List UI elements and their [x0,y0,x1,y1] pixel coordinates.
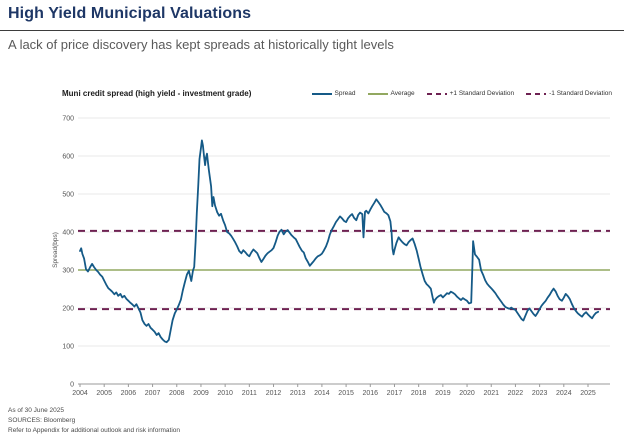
chart-legend: Spread Average +1 Standard Deviation -1 … [311,90,612,97]
page-subtitle: A lack of price discovery has kept sprea… [8,37,394,52]
footnotes: As of 30 June 2025 SOURCES: Bloomberg Re… [8,406,180,436]
minus-1-std-dev-swatch-icon [526,92,547,95]
svg-text:100: 100 [62,344,74,351]
legend-item-spread: Spread [311,90,356,97]
chart-title: Muni credit spread (high yield - investm… [62,89,252,98]
svg-text:300: 300 [62,268,74,275]
svg-text:2023: 2023 [532,390,548,397]
svg-text:2016: 2016 [362,390,378,397]
svg-text:2008: 2008 [169,390,185,397]
svg-text:2022: 2022 [508,390,524,397]
svg-text:0: 0 [70,382,74,389]
legend-label-spread: Spread [334,90,356,97]
legend-item-minus-1-std-dev: -1 Standard Deviation [526,90,612,97]
svg-text:2018: 2018 [411,390,427,397]
spread-line-swatch-icon [311,92,332,95]
legend-item-average: Average [367,90,415,97]
svg-text:2015: 2015 [338,390,354,397]
svg-text:200: 200 [62,306,74,313]
legend-label-plus-1-std-dev: +1 Standard Deviation [449,90,515,97]
average-line-swatch-icon [367,92,388,95]
title-divider [0,30,624,31]
svg-text:Spread(bps): Spread(bps) [52,232,59,268]
svg-text:2011: 2011 [242,390,257,397]
svg-text:600: 600 [62,154,74,161]
as-of-date: As of 30 June 2025 [8,407,65,414]
svg-text:2012: 2012 [266,390,282,397]
svg-text:2010: 2010 [217,390,233,397]
sources: SOURCES: Bloomberg [8,417,76,425]
svg-text:2019: 2019 [435,390,451,397]
svg-text:400: 400 [62,230,74,237]
svg-text:2024: 2024 [556,390,572,397]
svg-text:500: 500 [62,192,74,199]
svg-text:2013: 2013 [290,390,306,397]
legend-label-minus-1-std-dev: -1 Standard Deviation [549,90,612,97]
legend-label-average: Average [390,90,415,97]
svg-text:700: 700 [62,116,74,123]
svg-text:2017: 2017 [387,390,403,397]
svg-text:2021: 2021 [483,390,499,397]
page-title: High Yield Municipal Valuations [8,5,252,22]
svg-text:2005: 2005 [96,390,112,397]
plus-1-std-dev-swatch-icon [426,92,447,95]
disclaimer: Refer to Appendix for additional outlook… [8,427,180,435]
svg-text:2025: 2025 [580,390,596,397]
svg-text:2009: 2009 [193,390,209,397]
legend-item-plus-1-std-dev: +1 Standard Deviation [426,90,515,97]
svg-text:2006: 2006 [121,390,137,397]
svg-text:2004: 2004 [72,390,88,397]
svg-text:2014: 2014 [314,390,330,397]
svg-text:2007: 2007 [145,390,161,397]
svg-text:2020: 2020 [459,390,475,397]
